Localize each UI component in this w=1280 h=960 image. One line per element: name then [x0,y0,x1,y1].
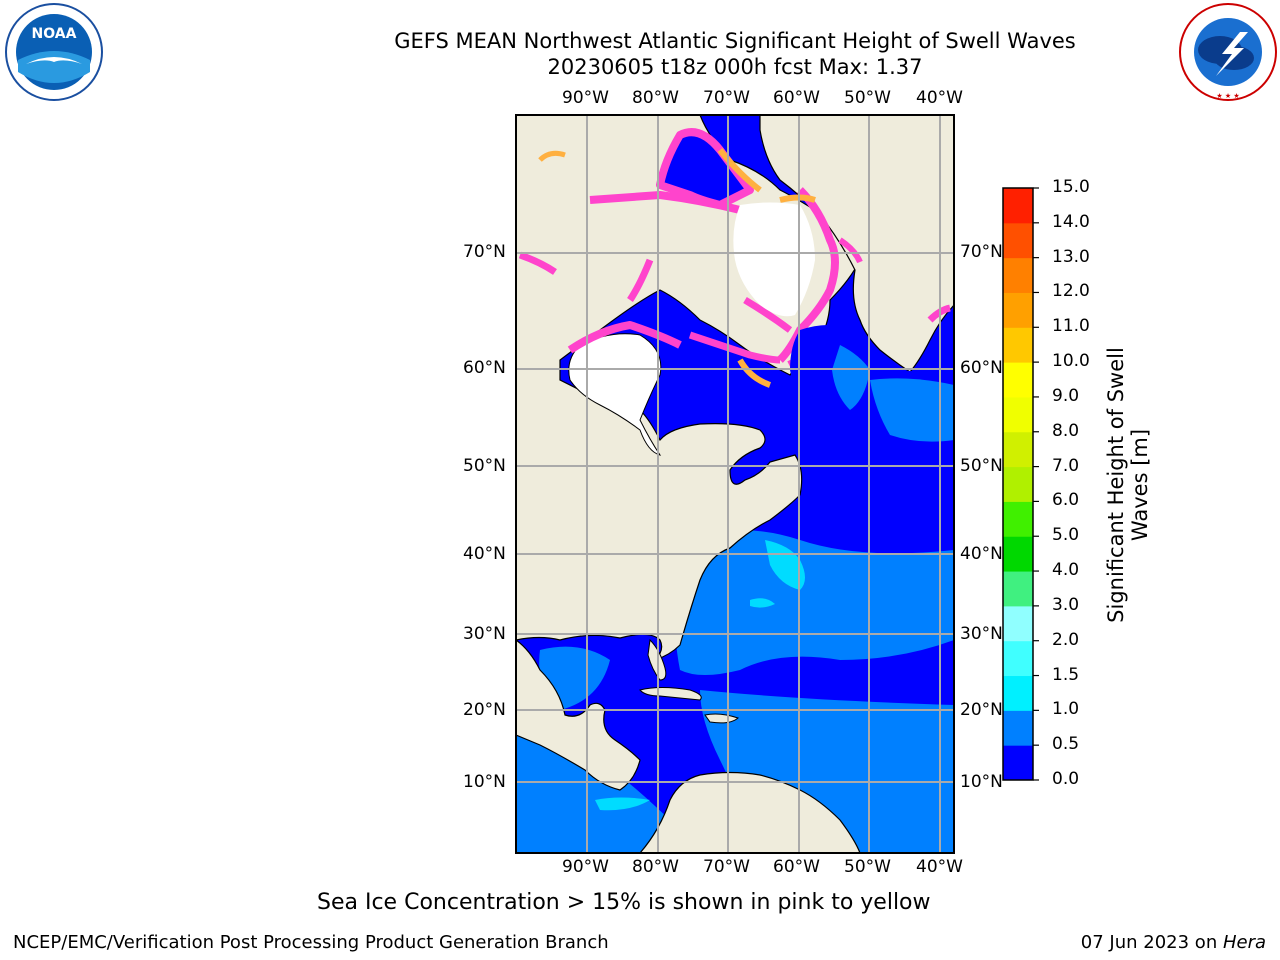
ice-interior-hudson [584,348,655,401]
lat-label-left-30n: 30°N [463,624,506,644]
colorbar-segment [1003,536,1033,572]
colorbar-tick-label: 1.0 [1052,699,1080,720]
nws-logo: ★ ★ ★ [1179,3,1277,101]
lat-label-left-10n: 10°N [463,772,506,792]
colorbar-segment [1003,292,1033,328]
map-area [516,115,954,853]
lon-label-top-90w: 90°W [562,88,609,108]
colorbar-tick-label: 2.0 [1052,629,1080,650]
colorbar-segment [1003,571,1033,607]
lat-label-left-50n: 50°N [463,456,506,476]
colorbar-tick-label: 10.0 [1052,351,1090,372]
lat-label-right-30n: 30°N [960,624,1003,644]
colorbar-segment [1003,501,1033,537]
lon-label-bottom-40w: 40°W [916,857,963,877]
footer-host: Hera [1222,932,1266,953]
colorbar-segment [1003,396,1033,433]
chart-title: GEFS MEAN Northwest Atlantic Significant… [394,29,1076,53]
swell-region-1m [765,540,805,590]
land-central-america [516,639,641,791]
colorbar-label: Significant Height of Swell Waves [m] [1104,325,1152,645]
swell-region-0.5-1m [675,530,954,675]
colorbar-tick-label: 4.0 [1052,560,1080,581]
colorbar-tick-label: 12.0 [1052,281,1090,302]
lon-label-top-50w: 50°W [844,88,891,108]
footer-date-text: 07 Jun 2023 on [1080,932,1223,953]
lon-label-top-40w: 40°W [916,88,963,108]
colorbar-frame [1002,187,1034,781]
land-greenland [759,115,954,373]
colorbar-tick-label: 11.0 [1052,316,1090,337]
colorbar-segment [1003,362,1033,398]
colorbar-tick-label: 5.0 [1052,525,1080,546]
lat-label-left-60n: 60°N [463,358,506,378]
colorbar-segment [1003,745,1033,781]
lon-label-top-80w: 80°W [632,88,679,108]
colorbar-tick-label: 14.0 [1052,211,1090,232]
lat-label-right-10n: 10°N [960,772,1003,792]
noaa-logo-text: NOAA [32,26,77,42]
lat-label-right-50n: 50°N [960,456,1003,476]
colorbar-tick-label: 3.0 [1052,594,1080,615]
colorbar-label-line1: Significant Height of Swell [1104,347,1128,623]
swell-region-pacific [516,735,680,853]
footer-date: 07 Jun 2023 on Hera [1081,932,1266,953]
noaa-logo: NOAA [5,3,103,101]
colorbar-segment [1003,605,1033,642]
swell-region-1m-small [750,598,775,608]
colorbar-segment [1003,640,1033,677]
colorbar-tick-label: 13.0 [1052,246,1090,267]
chart-subtitle: 20230605 t18z 000h fcst Max: 1.37 [547,55,923,79]
lon-label-top-70w: 70°W [703,88,750,108]
colorbar-segment [1003,675,1033,711]
lat-label-right-20n: 20°N [960,700,1003,720]
colorbar-tick-label: 15.0 [1052,177,1090,197]
colorbar-tick-label: 7.0 [1052,455,1080,476]
colorbar-segment [1003,466,1033,502]
lon-label-bottom-80w: 80°W [632,857,679,877]
colorbar-tick-label: 0.0 [1052,769,1080,789]
lat-label-right-40n: 40°N [960,544,1003,564]
lon-label-bottom-90w: 90°W [562,857,609,877]
lat-label-left-70n: 70°N [463,242,506,262]
ice-interior-baffin [733,202,815,317]
colorbar-label-line2: Waves [m] [1128,428,1152,542]
colorbar [1003,187,1039,781]
swell-region-1m-pacific [595,797,650,811]
lon-label-bottom-60w: 60°W [773,857,820,877]
land-florida [647,638,667,681]
colorbar-segment [1003,710,1033,746]
svg-text:★ ★ ★: ★ ★ ★ [1216,92,1239,100]
footer-credit: NCEP/EMC/Verification Post Processing Pr… [13,932,609,953]
colorbar-segment [1003,431,1033,468]
land-cuba [639,687,702,701]
lat-label-right-70n: 70°N [960,242,1003,262]
colorbar-segment [1003,257,1033,293]
lat-label-left-20n: 20°N [463,700,506,720]
colorbar-tick-label: 6.0 [1052,490,1080,511]
lon-label-bottom-50w: 50°W [844,857,891,877]
lon-label-top-60w: 60°W [773,88,820,108]
ocean-labrador-light [832,345,870,410]
colorbar-tick-label: 8.0 [1052,420,1080,441]
colorbar-tick-label: 9.0 [1052,385,1080,406]
colorbar-segment [1003,188,1033,224]
land-hispaniola [704,713,739,724]
lat-label-right-60n: 60°N [960,358,1003,378]
colorbar-segment [1003,327,1033,363]
colorbar-tick-label: 0.5 [1052,734,1080,755]
lon-label-bottom-70w: 70°W [703,857,750,877]
sea-ice-note: Sea Ice Concentration > 15% is shown in … [317,890,931,915]
colorbar-tick-label: 1.5 [1052,664,1080,685]
map-frame [515,114,955,854]
land-south-america [639,771,861,853]
colorbar-segment [1003,222,1033,259]
ocean-north-atlantic-light [870,378,954,442]
graticule [516,115,954,853]
lat-label-left-40n: 40°N [463,544,506,564]
